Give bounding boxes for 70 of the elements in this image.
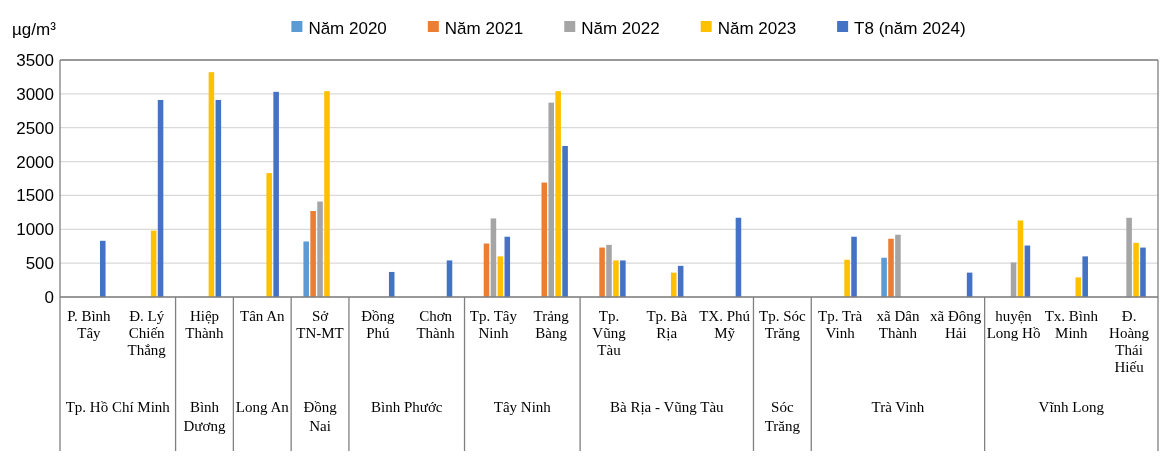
- legend-label: Năm 2021: [444, 18, 524, 38]
- x-tick-label: Trảng Bàng: [533, 308, 570, 341]
- bar: [310, 211, 316, 297]
- y-tick-label: 2500: [16, 118, 54, 138]
- x-tick-label: Tx. Bình Minh: [1044, 308, 1099, 341]
- bar: [303, 241, 309, 297]
- bar: [844, 259, 850, 297]
- y-tick-label: 2000: [16, 152, 54, 172]
- bar: [851, 236, 857, 297]
- bar: [208, 72, 215, 297]
- bar: [548, 102, 554, 297]
- text: Bình Phước: [370, 399, 443, 415]
- legend-label: Năm 2022: [581, 18, 660, 38]
- y-tick-label: 0: [44, 287, 54, 307]
- y-tick-label: 1500: [16, 186, 54, 206]
- bar: [273, 91, 279, 297]
- bar: [606, 244, 612, 297]
- legend-label: T8 (năm 2024): [854, 18, 966, 38]
- text: Trà Vinh: [871, 399, 925, 415]
- x-tick-label: TX. Phú Mỹ: [699, 308, 751, 341]
- y-tick-label: 3000: [16, 84, 54, 104]
- bar: [620, 260, 626, 297]
- bar: [613, 260, 619, 297]
- bar: [888, 238, 894, 297]
- text: Bình Dương: [183, 399, 226, 434]
- text: Đồng Nai: [303, 399, 338, 434]
- text: Long An: [235, 399, 290, 415]
- y-tick-label: 500: [25, 254, 54, 274]
- x-tick-label: xã Đông Hải: [930, 308, 982, 341]
- x-tick-label: Tp. Sóc Trăng: [759, 308, 807, 341]
- x-tick-label: Tp. Vũng Tàu: [592, 308, 627, 358]
- x-tick-label: huyện Long Hồ: [986, 308, 1041, 341]
- bar: [266, 173, 272, 297]
- text: Vĩnh Long: [1038, 399, 1105, 415]
- x-tick-label: Đồng Phú: [361, 308, 395, 341]
- x-tick-label: Chơn Thành: [416, 308, 456, 341]
- y-tick-label: 3500: [16, 50, 54, 70]
- bar: [895, 234, 901, 297]
- legend-label: Năm 2020: [308, 18, 387, 38]
- bar: [99, 240, 106, 297]
- text: Tp. Hồ Chí Minh: [65, 399, 171, 415]
- text: Sóc Trăng: [764, 399, 801, 434]
- bar: [1140, 247, 1146, 297]
- x-tick-label: Đ. Hoàng Thái Hiếu: [1109, 308, 1150, 375]
- x-tick-label: P. Bình Tây: [67, 308, 112, 341]
- x-tick-label: Tp. Tây Ninh: [469, 308, 518, 341]
- x-tick-label: Đ. Lý Chiến Thắng: [127, 308, 167, 358]
- bar: [324, 91, 330, 297]
- bar: [1082, 256, 1088, 297]
- bar: [881, 257, 887, 297]
- x-tick-label: Sở TN-MT: [296, 308, 344, 341]
- legend-label: Năm 2023: [717, 18, 797, 38]
- bar: [1126, 217, 1132, 297]
- y-tick-label: 1000: [16, 220, 54, 240]
- bar: [599, 247, 605, 297]
- x-tick-label: Tân An: [239, 308, 286, 324]
- bar: [1075, 277, 1082, 297]
- x-tick-label: Tp. Bà Rịa: [646, 308, 688, 341]
- bar: [562, 146, 568, 297]
- text: Tây Ninh: [493, 399, 552, 415]
- bar: [317, 201, 323, 297]
- x-tick-label: Tp. Trà Vinh: [818, 308, 863, 341]
- x-tick-label: Hiệp Thành: [185, 308, 225, 341]
- bar: [555, 91, 561, 297]
- bar: [157, 99, 164, 297]
- x-tick-label: xã Dân Thành: [876, 308, 920, 341]
- bar: [1133, 242, 1139, 297]
- y-axis-title: µg/m³: [12, 20, 57, 39]
- text: Bà Rịa - Vũng Tàu: [609, 399, 725, 415]
- bar: [215, 99, 222, 297]
